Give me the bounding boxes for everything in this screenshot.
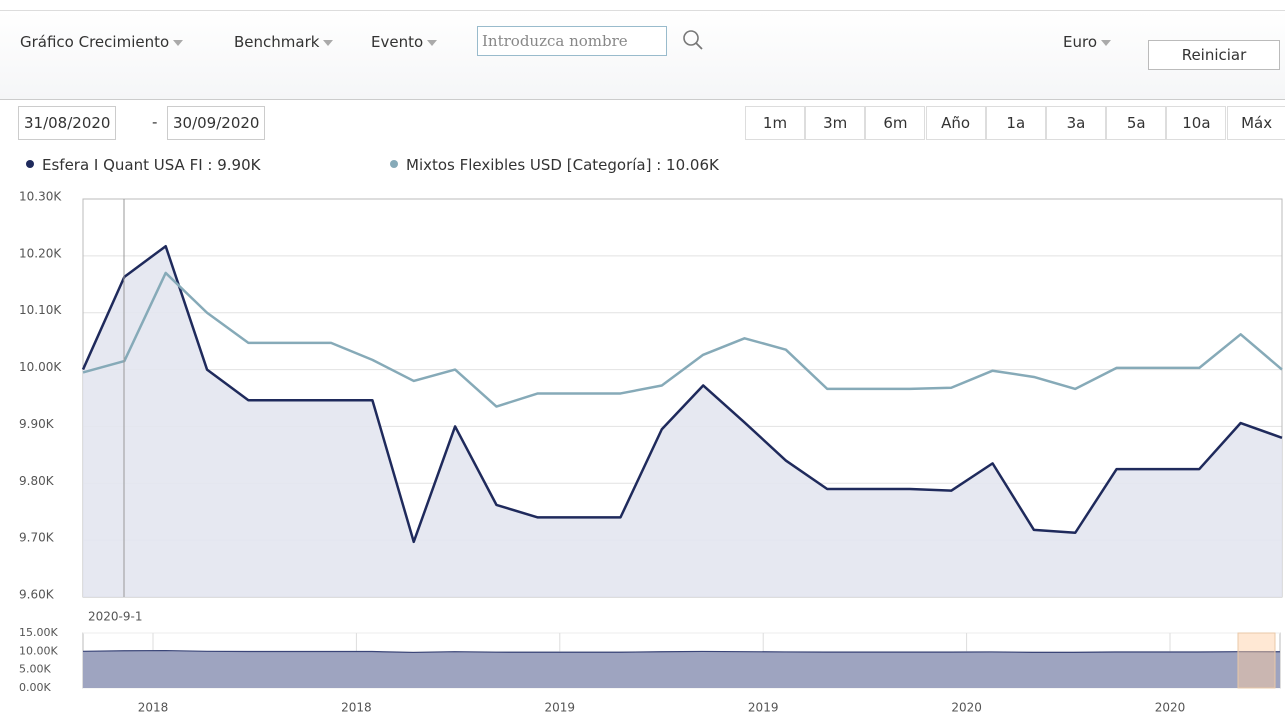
nav-y-tick-label: 5.00K xyxy=(19,663,51,676)
y-tick-label: 10.30K xyxy=(19,190,62,204)
nav-x-tick-label: 2018 xyxy=(341,701,372,715)
y-tick-label: 9.60K xyxy=(19,588,55,602)
period-button[interactable]: 1a xyxy=(985,106,1046,140)
nav-y-tick-label: 15.00K xyxy=(19,626,58,639)
menu[interactable]: Gráfico Crecimiento xyxy=(20,33,183,51)
crosshair-label: 2020-9-1 xyxy=(88,610,142,624)
line xyxy=(82,271,1283,408)
y-tick-label: 10.20K xyxy=(19,246,62,260)
nav-x-tick-label: 2019 xyxy=(748,701,779,715)
start-date[interactable]: 31/08/2020 xyxy=(18,106,117,140)
plot-border xyxy=(82,198,1283,598)
end-date[interactable]: 30/09/2020 xyxy=(167,106,266,140)
period-button[interactable]: 1m xyxy=(745,106,805,140)
legend-item[interactable]: Mixtos Flexibles USD [Categoría] : 10.06… xyxy=(384,156,719,174)
placeholder: Introduzca nombre xyxy=(482,32,628,50)
nav-y-tick-label: 0.00K xyxy=(19,681,51,694)
y-tick-label: 9.80K xyxy=(19,474,55,488)
nav-x-tick-label: 2019 xyxy=(545,701,576,715)
y-tick-label: 10.10K xyxy=(19,303,62,317)
menu[interactable]: Benchmark xyxy=(234,33,333,51)
period-button[interactable]: 3m xyxy=(805,106,866,140)
legend-label: Esfera I Quant USA FI : 9.90K xyxy=(42,156,261,174)
reset-button[interactable]: Reiniciar xyxy=(1148,40,1280,70)
nav-x-tick-label: 2018 xyxy=(138,701,169,715)
date-separator: - xyxy=(152,113,158,131)
currency-menu[interactable]: Euro xyxy=(1063,33,1111,51)
nav-area xyxy=(83,650,1280,688)
area xyxy=(83,246,1282,598)
period-button[interactable]: Año xyxy=(925,106,986,140)
period-button[interactable]: 5a xyxy=(1106,106,1167,140)
line xyxy=(81,244,1283,544)
y-tick-label: 10.00K xyxy=(19,360,62,374)
period-button[interactable]: 10a xyxy=(1166,106,1227,140)
y-tick-label: 9.90K xyxy=(19,417,55,431)
period-button[interactable]: 6m xyxy=(865,106,926,140)
nav-selection xyxy=(1237,632,1276,689)
y-tick-label: 9.70K xyxy=(19,531,55,545)
period-button[interactable]: Máx xyxy=(1226,106,1285,140)
legend-marker xyxy=(390,160,398,168)
legend-label: Mixtos Flexibles USD [Categoría] : 10.06… xyxy=(406,156,719,174)
period-button[interactable]: 3a xyxy=(1046,106,1106,140)
nav-x-tick-label: 2020 xyxy=(951,701,982,715)
navigator-box xyxy=(82,632,1281,689)
nav-x-tick-label: 2020 xyxy=(1155,701,1186,715)
nav-line xyxy=(82,649,1281,654)
legend-marker xyxy=(26,160,34,168)
menu[interactable]: Evento xyxy=(371,33,437,51)
search-input[interactable]: Introduzca nombre xyxy=(477,26,667,56)
search-icon[interactable] xyxy=(680,27,710,57)
nav-y-tick-label: 10.00K xyxy=(19,644,58,657)
legend-item[interactable]: Esfera I Quant USA FI : 9.90K xyxy=(20,156,260,174)
